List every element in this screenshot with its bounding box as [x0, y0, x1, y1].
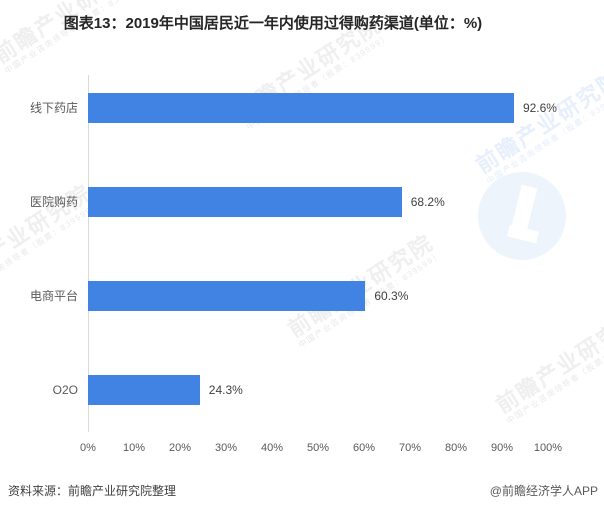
- bar: [88, 375, 200, 405]
- value-label: 92.6%: [522, 101, 557, 115]
- x-tick-label: 10%: [122, 442, 146, 454]
- x-tick-label: 90%: [490, 442, 514, 454]
- category-label: 医院购药: [29, 195, 78, 209]
- credit-note: @前瞻经济学人APP: [489, 484, 598, 498]
- category-label: 线下药店: [29, 101, 78, 115]
- bar: [88, 93, 514, 123]
- x-tick-label: 70%: [398, 442, 422, 454]
- value-label: 24.3%: [208, 383, 243, 397]
- value-label: 68.2%: [410, 195, 445, 209]
- bar: [88, 281, 366, 311]
- y-axis-line: [88, 75, 89, 432]
- value-label: 60.3%: [374, 289, 409, 303]
- x-tick-label: 20%: [168, 442, 192, 454]
- x-tick-label: 60%: [352, 442, 376, 454]
- x-tick-label: 80%: [444, 442, 468, 454]
- chart-title: 图表13：2019年中国居民近一年内使用过得购药渠道(单位：%): [63, 15, 483, 32]
- category-label: 电商平台: [29, 289, 78, 303]
- x-tick-label: 0%: [80, 442, 96, 454]
- x-tick-label: 100%: [533, 442, 563, 454]
- category-label: O2O: [52, 383, 78, 397]
- source-note: 资料来源：前瞻产业研究院整理: [8, 484, 177, 498]
- x-tick-label: 40%: [260, 442, 284, 454]
- x-tick-label: 50%: [306, 442, 330, 454]
- x-tick-label: 30%: [214, 442, 238, 454]
- bar: [88, 187, 402, 217]
